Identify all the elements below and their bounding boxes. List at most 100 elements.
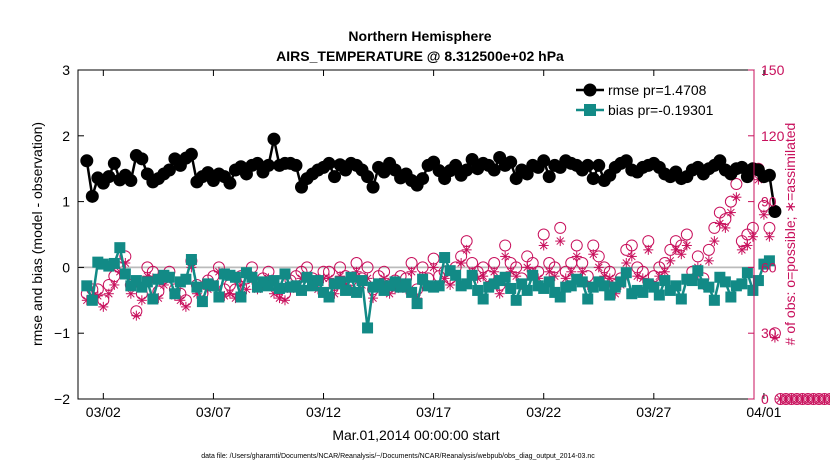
obs-assimilated-point (594, 262, 604, 272)
bias-point (147, 293, 158, 304)
bias-point (753, 275, 764, 286)
y-tick-label-left: 0 (62, 259, 70, 275)
bias-point (544, 276, 555, 287)
bias-point (197, 296, 208, 307)
y-tick-label-right: 0 (761, 391, 769, 407)
bias-point (478, 293, 489, 304)
y-tick-label-left: 1 (62, 194, 70, 210)
obs-assimilated-point (98, 302, 108, 312)
bias-point (340, 285, 351, 296)
bias-point (246, 272, 257, 283)
rmse-point (367, 181, 380, 194)
y-tick-label-right: 30 (761, 325, 777, 341)
bias-point (505, 283, 516, 294)
bias-point (142, 276, 153, 287)
bias-point (87, 295, 98, 306)
rmse-point (763, 169, 776, 182)
x-tick-label: 03/02 (86, 404, 121, 420)
bias-point (527, 270, 538, 281)
chart-title: Northern Hemisphere (348, 28, 491, 44)
obs-assimilated-point (456, 258, 466, 268)
rmse-point (328, 170, 341, 183)
obs-assimilated-point (131, 311, 141, 321)
obs-assimilated-point (429, 262, 439, 272)
rmse-point (135, 152, 148, 165)
obs-assimilated-point (500, 251, 510, 261)
y-tick-label-left: −2 (54, 391, 70, 407)
obs-assimilated-point (104, 289, 114, 299)
rmse-point (289, 159, 302, 172)
legend-bias-marker (584, 104, 596, 116)
obs-assimilated-point (572, 251, 582, 261)
bias-point (703, 282, 714, 293)
obs-assimilated-point (462, 245, 472, 255)
chart-subtitle: AIRS_TEMPERATURE @ 8.312500e+02 hPa (276, 48, 564, 64)
bias-point (296, 285, 307, 296)
bias-point (742, 267, 753, 278)
obs-assimilated-point (737, 245, 747, 255)
x-tick-label: 03/12 (306, 404, 341, 420)
obs-assimilated-point (621, 258, 631, 268)
obs-assimilated-point (544, 267, 554, 277)
obs-assimilated-point (137, 295, 147, 305)
bias-point (164, 272, 175, 283)
y-axis-label-right: # of obs: o=possible; ∗=assimilated (782, 123, 798, 346)
obs-assimilated-point (555, 236, 565, 246)
obs-assimilated-point (643, 245, 653, 255)
bias-point (186, 254, 197, 265)
bias-point (709, 295, 720, 306)
obs-assimilated-point (720, 223, 730, 233)
y-tick-label-right: 90 (761, 194, 777, 210)
bias-point (692, 265, 703, 276)
rmse-point (108, 157, 121, 170)
bias-point (522, 285, 533, 296)
obs-assimilated-point (627, 251, 637, 261)
obs-assimilated-point (539, 240, 549, 250)
obs-assimilated-point (676, 249, 686, 259)
rmse-point (267, 133, 280, 146)
bias-point (736, 278, 747, 289)
bias-point (577, 276, 588, 287)
y-tick-label-right: 150 (761, 62, 785, 78)
obs-assimilated-point (671, 245, 681, 255)
obs-assimilated-point (280, 295, 290, 305)
bias-point (191, 282, 202, 293)
legend-rmse-marker (584, 84, 597, 97)
obs-assimilated-point (748, 232, 758, 242)
bias-point (169, 288, 180, 299)
bias-point (208, 280, 219, 291)
bias-point (362, 322, 373, 333)
bias-point (324, 292, 335, 303)
x-tick-label: 03/07 (196, 404, 231, 420)
bias-point (180, 274, 191, 285)
obs-assimilated-point (726, 208, 736, 218)
y-tick-label-left: −1 (54, 325, 70, 341)
bias-point (357, 275, 368, 286)
data-file-footer: data file: /Users/gharamti/Documents/NCA… (201, 453, 595, 460)
bias-point (230, 272, 241, 283)
bias-point (654, 290, 665, 301)
rmse-point (86, 190, 99, 203)
bias-point (406, 287, 417, 298)
obs-assimilated-point (742, 240, 752, 250)
y-tick-label-right: 60 (761, 259, 777, 275)
legend-bias-label: bias pr=-0.19301 (608, 102, 714, 118)
obs-assimilated-point (109, 280, 119, 290)
bias-point (434, 280, 445, 291)
x-tick-label: 03/17 (416, 404, 451, 420)
bias-point (114, 242, 125, 253)
bias-point (500, 272, 511, 283)
rmse-point (223, 177, 236, 190)
bias-point (81, 280, 92, 291)
rmse-point (416, 172, 429, 185)
rmse-point (323, 157, 336, 170)
rmse-point (587, 172, 600, 185)
bias-point (235, 292, 246, 303)
obs-assimilated-point (588, 249, 598, 259)
rmse-point (185, 148, 198, 161)
bias-point (450, 270, 461, 281)
bias-point (279, 268, 290, 279)
obs-assimilated-point (731, 192, 741, 202)
bias-point (725, 292, 736, 303)
